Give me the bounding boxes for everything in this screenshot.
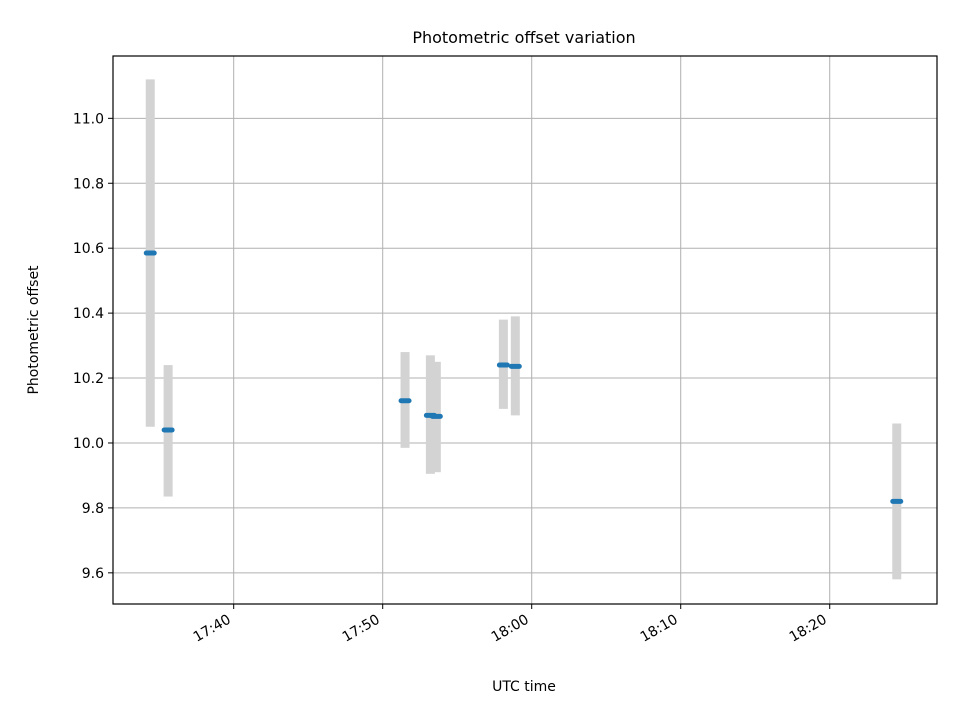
y-tick-label: 10.2	[73, 371, 104, 387]
y-tick-label: 10.4	[73, 306, 104, 322]
y-tick-label: 10.6	[73, 241, 104, 257]
x-axis-label: UTC time	[492, 679, 556, 695]
y-tick-label: 10.0	[73, 436, 104, 452]
data-points	[143, 250, 904, 504]
y-tick-label: 11.0	[73, 111, 104, 127]
y-tick-label: 9.6	[82, 566, 104, 582]
y-tick-label: 9.8	[82, 501, 104, 517]
plot-area-frame	[112, 55, 938, 605]
y-axis-label: Photometric offset	[26, 265, 42, 395]
y-axis-ticks: 9.6 9.8 10.0 10.2 10.4 10.6 10.8 11.0	[73, 111, 113, 582]
chart-title: Photometric offset variation	[412, 28, 635, 47]
y-tick-label: 10.8	[73, 176, 104, 192]
grid	[113, 56, 937, 604]
